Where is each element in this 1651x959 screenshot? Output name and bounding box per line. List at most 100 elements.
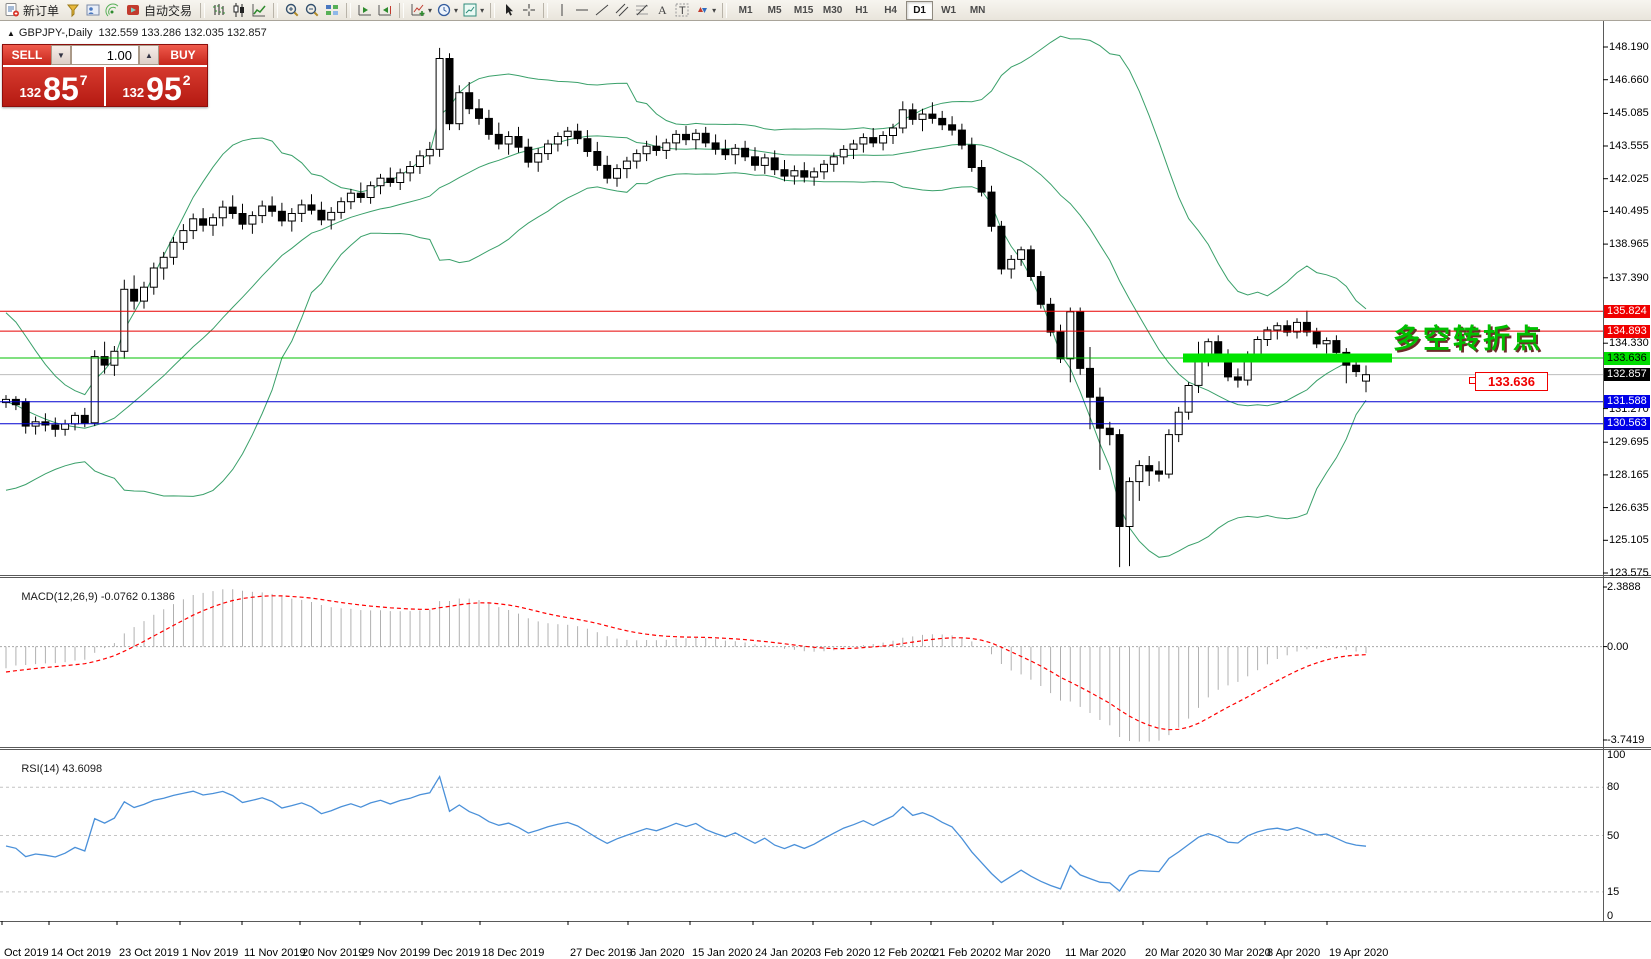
candle-body <box>130 288 139 302</box>
chart-shift-button[interactable] <box>375 1 395 20</box>
new-order-button-label[interactable]: 新订单 <box>23 3 60 18</box>
candle-body <box>1184 385 1193 413</box>
candlestick-chart-button[interactable] <box>229 1 249 20</box>
channel-icon <box>615 3 629 17</box>
candle-body <box>810 171 819 178</box>
buy-price-figure: 132 <box>122 85 145 100</box>
timeframe-w1-button[interactable]: W1 <box>941 4 957 16</box>
text-label-button[interactable]: T <box>672 1 692 20</box>
zoom-out-button[interactable] <box>302 1 322 20</box>
date-axis-label: 29 Nov 2019 <box>362 947 425 959</box>
date-axis-label: Oct 2019 <box>4 947 49 959</box>
candle-body <box>1164 434 1173 475</box>
timeframe-d1-button[interactable]: D1 <box>906 0 934 20</box>
cursor-button[interactable] <box>499 1 519 20</box>
chart-region[interactable]: ▲ GBPJPY-,Daily 132.559 133.286 132.035 13… <box>0 21 1651 959</box>
candle-body <box>1253 339 1262 355</box>
candle-body <box>1283 325 1292 333</box>
candle-body <box>317 209 326 221</box>
chart-canvas[interactable] <box>0 21 1651 944</box>
toolbar-separator <box>346 2 352 18</box>
navigator-button[interactable] <box>83 1 103 20</box>
collapse-arrow-icon[interactable]: ▲ <box>7 29 15 38</box>
chevron-down-icon[interactable]: ▾ <box>454 5 459 15</box>
svg-text:T: T <box>679 5 686 17</box>
templates-button[interactable] <box>460 1 480 20</box>
date-axis-label: 14 Oct 2019 <box>51 947 111 959</box>
candle-body <box>445 58 454 125</box>
sell-price-button[interactable]: 132 85 7 <box>3 67 106 106</box>
rsi-line <box>5 774 1367 892</box>
candle-body <box>967 144 976 168</box>
channel-button[interactable] <box>612 1 632 20</box>
tile-windows-button[interactable] <box>322 1 342 20</box>
tiles-icon <box>326 5 339 15</box>
candle-body <box>780 169 789 177</box>
buy-price-button[interactable]: 132 95 2 <box>106 67 207 106</box>
trendline-button[interactable] <box>592 1 612 20</box>
candle-body <box>1352 364 1361 373</box>
timeframe-m30-button[interactable]: M30 <box>822 4 843 16</box>
crosshair-icon <box>523 4 536 16</box>
sell-button[interactable]: SELL <box>3 45 51 65</box>
candle-body <box>701 132 710 144</box>
timeframe-m15-button[interactable]: M15 <box>793 4 814 16</box>
timeframe-m5-button[interactable]: M5 <box>767 4 782 16</box>
price-callout-label[interactable]: 133.636 <box>1475 372 1548 391</box>
candle-body <box>820 163 828 173</box>
vertical-line-button[interactable] <box>552 1 572 20</box>
candle-body <box>366 185 375 198</box>
market-watch-button[interactable] <box>63 1 83 20</box>
timeframe-m1-button[interactable]: M1 <box>738 4 753 16</box>
linechart-icon <box>252 4 266 17</box>
indicators-button[interactable] <box>408 1 428 20</box>
date-axis-label: 18 Dec 2019 <box>482 947 545 959</box>
timeframe-mn-button[interactable]: MN <box>969 4 986 16</box>
chevron-down-icon[interactable]: ▾ <box>712 5 717 15</box>
timeframe-h1-button[interactable]: H1 <box>855 4 868 16</box>
auto-scroll-button[interactable] <box>355 1 375 20</box>
candle-body <box>544 143 552 155</box>
chevron-down-icon[interactable]: ▾ <box>480 5 485 15</box>
symbol-name: GBPJPY-,Daily <box>18 27 93 39</box>
toolbar-group-scroll <box>355 0 395 20</box>
arrows-button[interactable] <box>692 1 712 20</box>
volume-up-button[interactable]: ▲ <box>139 45 159 65</box>
horizontal-line-button[interactable] <box>572 1 592 20</box>
zoom-in-button[interactable] <box>282 1 302 20</box>
crosshair-button[interactable] <box>519 1 539 20</box>
zoomin-icon <box>285 3 299 17</box>
candle-body <box>268 205 277 212</box>
signals-button[interactable] <box>103 1 123 20</box>
volume-input[interactable]: 1.00 <box>71 45 139 65</box>
candle-body <box>120 288 129 352</box>
autotrade-button-label[interactable]: 自动交易 <box>144 3 193 18</box>
candle-body <box>218 206 227 219</box>
price-tag-132.857: 132.857 <box>1604 368 1650 381</box>
new-order-button[interactable] <box>2 1 22 20</box>
candle-body <box>563 130 572 137</box>
svg-text:A: A <box>658 3 667 17</box>
periods-icon <box>437 3 451 17</box>
candle-body <box>307 204 316 211</box>
volume-down-button[interactable]: ▼ <box>51 45 71 65</box>
line-chart-button[interactable] <box>249 1 269 20</box>
annotation-text[interactable]: 多空转折点 <box>1393 324 1543 354</box>
candle-body <box>1056 331 1065 360</box>
date-axis-label: 1 Nov 2019 <box>182 947 239 959</box>
chevron-down-icon[interactable]: ▾ <box>428 5 433 15</box>
candle-body <box>179 230 188 243</box>
buy-button[interactable]: BUY <box>159 45 207 65</box>
highlight-bar[interactable] <box>1183 353 1392 363</box>
price-axis-label: 140.495 <box>1609 205 1649 217</box>
bar-chart-button[interactable] <box>209 1 229 20</box>
fibonacci-button[interactable] <box>632 1 652 20</box>
candle-body <box>1273 325 1282 331</box>
price-axis-label: 126.635 <box>1609 502 1649 514</box>
hline-icon <box>576 9 589 11</box>
periods-button[interactable] <box>434 1 454 20</box>
candle-body <box>376 177 385 187</box>
autotrade-button[interactable] <box>123 1 143 20</box>
text-button[interactable]: A <box>652 1 672 20</box>
timeframe-h4-button[interactable]: H4 <box>884 4 897 16</box>
